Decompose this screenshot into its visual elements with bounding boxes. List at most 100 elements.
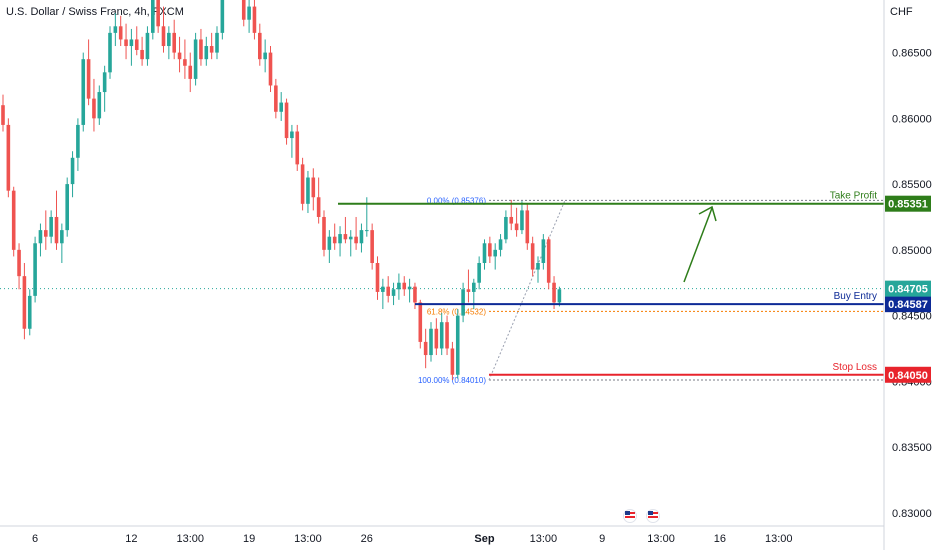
candle-body <box>268 52 273 86</box>
candle-body <box>311 177 316 198</box>
candle-body <box>418 302 423 342</box>
candle-body <box>402 282 407 290</box>
fib-level-label: 0.00% (0.85376) <box>427 196 486 205</box>
candle-body <box>97 92 102 119</box>
x-tick-label: 13:00 <box>765 533 793 545</box>
level-name-label: Take Profit <box>830 191 877 202</box>
candle-body <box>124 39 128 47</box>
candle-body <box>279 102 283 112</box>
time-axis[interactable]: 6 12 13:00 19 13:00 26 Sep 13:00 9 13:00 16 13:00 <box>32 533 792 545</box>
candle-body <box>113 26 118 33</box>
candle-body <box>290 131 294 139</box>
candle-body <box>504 216 508 240</box>
candle-body <box>11 190 16 250</box>
candle-body <box>327 236 332 250</box>
candle-body <box>391 289 396 296</box>
y-tick-label: 0.83500 <box>892 442 932 454</box>
candle-body <box>102 72 107 93</box>
x-tick-label: 19 <box>243 533 255 545</box>
x-tick-label: 13:00 <box>176 533 204 545</box>
level-name-label: Buy Entry <box>834 291 877 302</box>
x-tick-label: 13:00 <box>647 533 675 545</box>
chart-title: U.S. Dollar / Swiss Franc, 4h, FXCM <box>6 6 184 18</box>
candle-body <box>27 295 32 329</box>
fib-retracement[interactable]: 0.00% (0.85376) 61.8% (0.84532) 100.00% (0… <box>418 196 884 385</box>
candle-body <box>306 177 310 204</box>
candle-body <box>520 210 524 231</box>
current-price-tag <box>885 280 931 297</box>
level-price-text: 0.84050 <box>888 370 928 382</box>
candle-body <box>92 98 96 119</box>
candle-body <box>220 0 225 33</box>
candle-body <box>381 286 385 292</box>
candle-body <box>541 239 546 263</box>
candle-body <box>530 243 535 270</box>
us-flag-icon[interactable] <box>623 509 637 523</box>
candle-body <box>450 348 455 375</box>
candle-body <box>6 124 11 191</box>
trade-levels[interactable]: Take Profit Buy Entry Stop Loss <box>338 191 884 376</box>
target-arrow-head <box>698 205 717 222</box>
candle-body <box>354 236 358 244</box>
candle-body <box>557 289 562 303</box>
candle-body <box>493 249 497 257</box>
candle-body <box>86 59 91 99</box>
economic-events[interactable] <box>623 509 660 523</box>
candle-body <box>241 0 246 20</box>
candle-body <box>509 216 514 224</box>
y-tick-label: 0.83000 <box>892 508 932 520</box>
annotations <box>683 205 717 283</box>
candle-body <box>118 26 123 40</box>
candle-body <box>295 131 300 165</box>
candle-body <box>439 322 444 349</box>
candle-body <box>375 263 380 292</box>
candle-body <box>386 286 390 296</box>
candle-body <box>365 230 369 232</box>
price-axis[interactable]: 0.86500 0.86000 0.85500 0.85000 0.84500 0.840… <box>885 48 932 520</box>
fib-level-label: 61.8% (0.84532) <box>427 307 486 316</box>
x-tick-label: 26 <box>361 533 373 545</box>
x-tick-label: 12 <box>125 533 137 545</box>
x-tick-label: 9 <box>599 533 605 545</box>
candle-body <box>455 315 460 375</box>
candle-body <box>514 223 519 231</box>
y-tick-label: 0.84500 <box>892 311 932 323</box>
candle-body <box>445 322 449 349</box>
x-tick-label: 16 <box>714 533 726 545</box>
candle-body <box>322 216 326 250</box>
candle-body <box>407 286 412 290</box>
candle-body <box>258 32 262 60</box>
candle-body <box>204 46 209 60</box>
candle-body <box>252 6 257 33</box>
target-arrow-shaft <box>683 207 713 283</box>
current-price-text: 0.84705 <box>888 284 928 296</box>
currency-label[interactable]: CHF <box>890 6 913 18</box>
candle-body <box>359 230 364 244</box>
candle-body <box>60 230 64 244</box>
y-tick-label: 0.85500 <box>892 179 932 191</box>
candle-body <box>33 243 37 296</box>
candle-body <box>284 102 289 139</box>
candle-body <box>397 282 401 290</box>
fib-level-label: 100.00% (0.84010) <box>418 376 486 385</box>
candle-body <box>477 263 481 283</box>
candle-body <box>498 239 503 250</box>
candle-body <box>536 263 540 270</box>
candle-body <box>151 0 155 33</box>
candle-body <box>461 289 465 316</box>
candle-body <box>552 282 556 303</box>
candle-body <box>167 32 171 47</box>
y-tick-label: 0.86500 <box>892 48 932 60</box>
candle-body <box>263 52 267 60</box>
candle-body <box>316 197 321 217</box>
fib-trend-line <box>488 200 566 381</box>
candle-body <box>482 243 487 263</box>
us-flag-icon[interactable] <box>646 509 660 523</box>
x-tick-label: 6 <box>32 533 38 545</box>
candle-body <box>134 39 139 50</box>
candle-body <box>466 289 471 292</box>
candle-body <box>274 85 278 112</box>
candle-body <box>70 157 75 185</box>
candle-body <box>44 230 48 237</box>
